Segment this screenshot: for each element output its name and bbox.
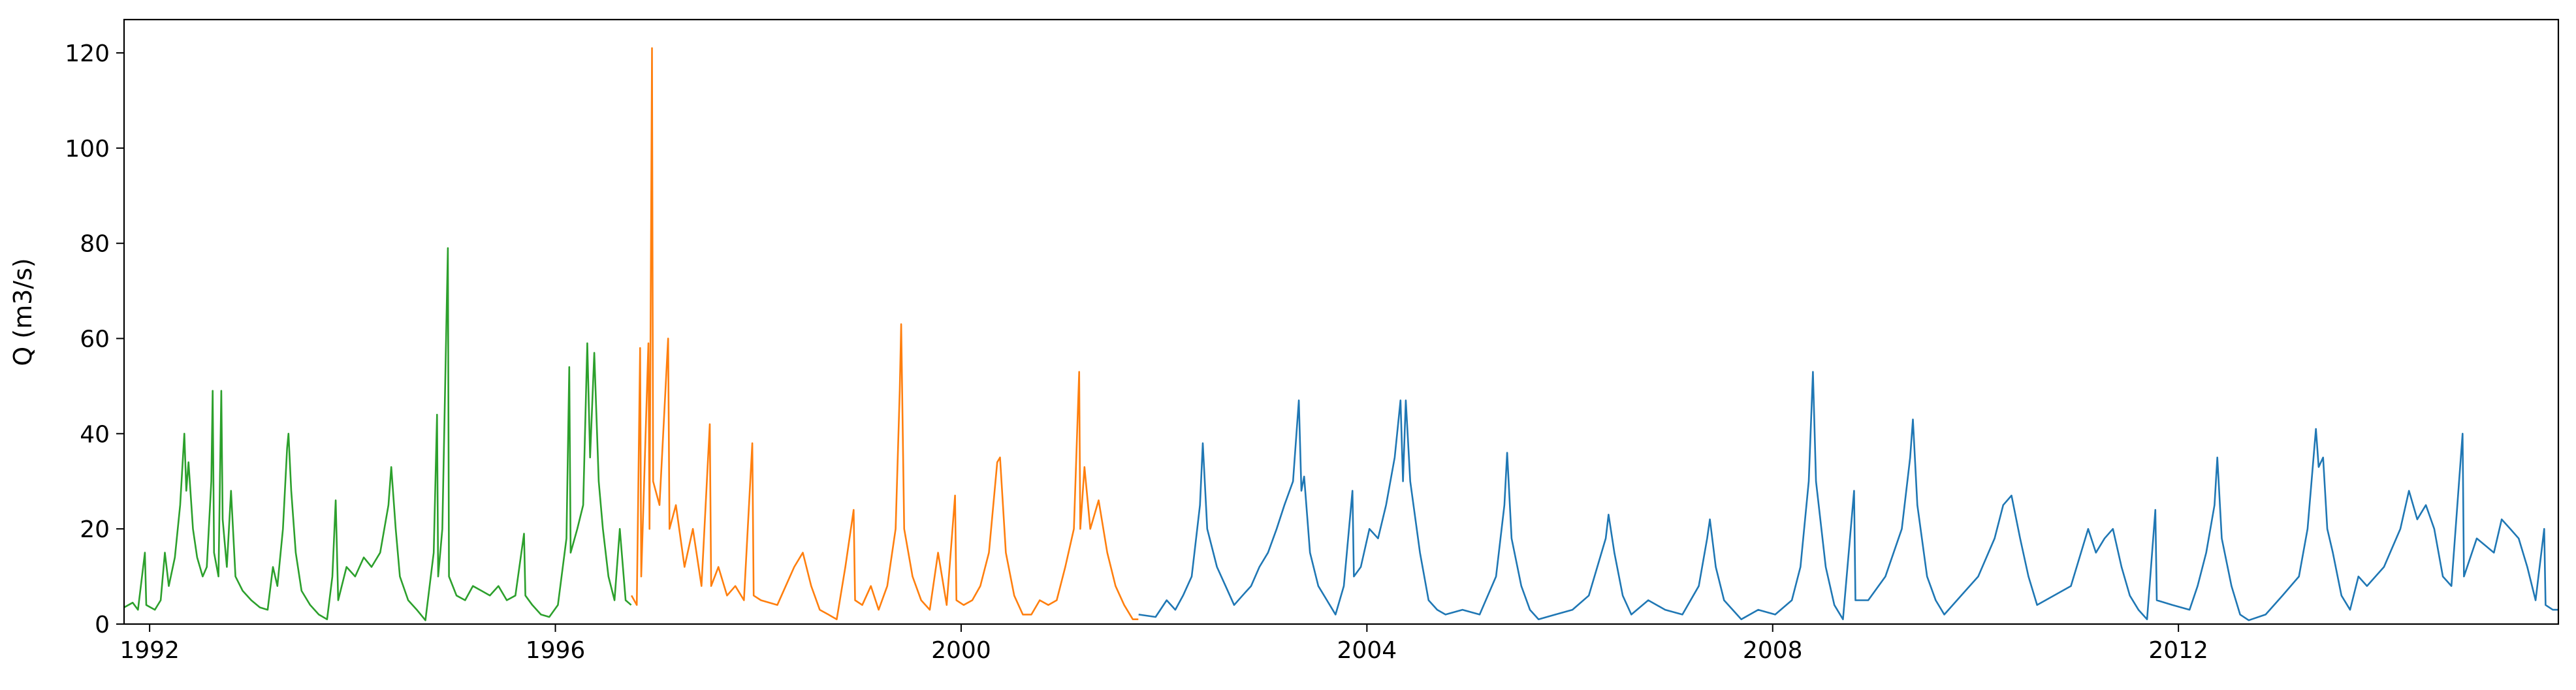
x-tick-label: 2012 [2148, 637, 2208, 664]
y-tick-label: 80 [80, 231, 110, 258]
x-tick-label: 2004 [1337, 637, 1397, 664]
y-tick-label: 20 [80, 516, 110, 543]
series-line-2 [630, 47, 1139, 620]
y-tick-label: 100 [65, 136, 110, 163]
y-tick-label: 60 [80, 326, 110, 353]
y-tick-label: 120 [65, 40, 110, 67]
x-tick-label: 2000 [931, 637, 991, 664]
x-tick-label: 1992 [119, 637, 180, 664]
axes-layer: 0 20 40 60 80 100 120 1992 1996 2000 2004 2008 2012 [65, 18, 2560, 664]
y-axis-label: Q (m3/s) [8, 258, 37, 366]
series-line-3 [1138, 371, 2558, 621]
x-tick-label: 1996 [526, 637, 586, 664]
series-line-1 [123, 247, 632, 621]
y-tick-label: 0 [95, 612, 110, 638]
y-tick-label: 40 [80, 421, 110, 448]
x-tick-label: 2008 [1743, 637, 1803, 664]
plot-frame [123, 18, 2560, 625]
series-layer [123, 47, 2558, 621]
